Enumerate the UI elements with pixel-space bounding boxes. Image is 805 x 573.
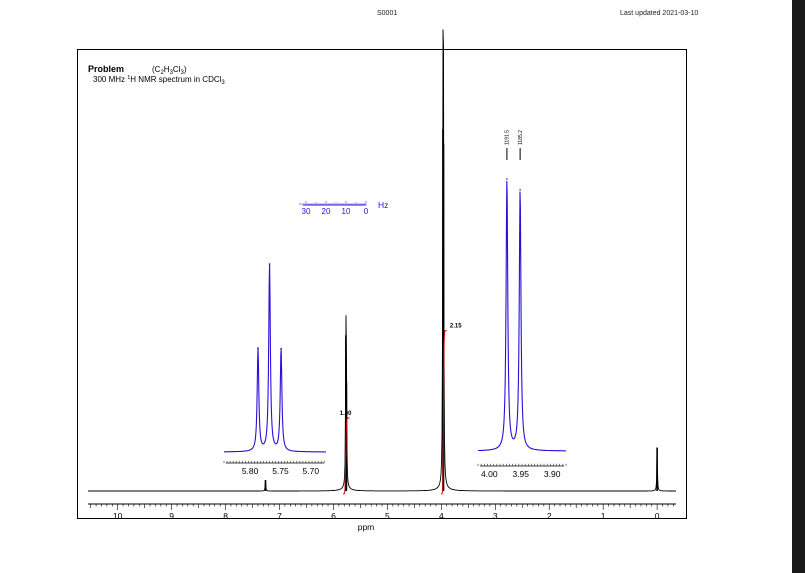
peak-label-text: 1185.2: [518, 130, 524, 145]
inset-tick-label: 5.70: [303, 466, 320, 476]
integral-label: 2.15: [450, 324, 462, 330]
hz-unit-label: Hz: [378, 200, 388, 210]
inset-peak-marker: [519, 189, 521, 191]
last-updated: Last updated 2021-03-10: [620, 10, 699, 17]
x-tick-label: 10: [113, 511, 123, 521]
inset-doublet-group: 4.00 3.95 3.90 1191.5 1185.2: [477, 130, 567, 479]
inset-peak-marker: [506, 178, 508, 180]
x-tick-label: 3: [493, 511, 498, 521]
hz-tick-label: 10: [342, 207, 351, 216]
x-tick-label: 2: [547, 511, 552, 521]
x-tick-label: 1: [601, 511, 606, 521]
integral-label: 1.00: [340, 411, 352, 417]
x-tick-label: 6: [331, 511, 336, 521]
inset-tick-label: 4.00: [481, 469, 498, 479]
inset-triplet-group: 5.80 5.75 5.70: [223, 263, 326, 476]
x-tick-label: 7: [277, 511, 282, 521]
plot-frame: [77, 49, 687, 519]
chart-title: Problem (C2H3Cl3) 300 MHz 1H NMR spectru…: [88, 64, 225, 86]
inset-tick-label: 3.95: [512, 469, 529, 479]
x-tick-label: 9: [169, 511, 174, 521]
inset-tick-label: 3.90: [544, 469, 561, 479]
integral-curve: [441, 330, 447, 495]
inset-trace: [478, 180, 566, 452]
problem-label: Problem: [88, 64, 124, 74]
spectrum-trace-group: [88, 29, 676, 492]
hz-tick-label: 20: [322, 207, 331, 216]
hz-tick-label: 0: [364, 207, 369, 216]
formula-label: (C2H3Cl3): [152, 65, 187, 76]
inset-tick-label: 5.75: [272, 466, 289, 476]
description-label: 300 MHz 1H NMR spectrum in CDCl3: [93, 75, 225, 86]
inset-tick-label: 5.80: [242, 466, 259, 476]
sample-id: S0001: [377, 10, 398, 17]
hz-tick-label: 30: [302, 207, 311, 216]
x-tick-label: 5: [385, 511, 390, 521]
right-edge-bar: [792, 0, 805, 573]
inset-trace: [224, 263, 326, 453]
inset-peak-marker: [280, 347, 282, 350]
spectrum-line: [88, 29, 676, 492]
integral-group: 1.00 2.15: [340, 324, 462, 495]
x-tick-label: 0: [655, 511, 660, 521]
hz-scale-bar: 30 20 10 0 Hz: [299, 200, 388, 216]
peak-label-text: 1191.5: [505, 130, 511, 145]
x-tick-label: 8: [223, 511, 228, 521]
integral-curve: [343, 417, 350, 495]
inset-peak-marker: [268, 263, 271, 265]
x-tick-label: 4: [439, 511, 444, 521]
x-axis-label: ppm: [358, 522, 375, 532]
inset-peak-marker: [257, 347, 259, 350]
